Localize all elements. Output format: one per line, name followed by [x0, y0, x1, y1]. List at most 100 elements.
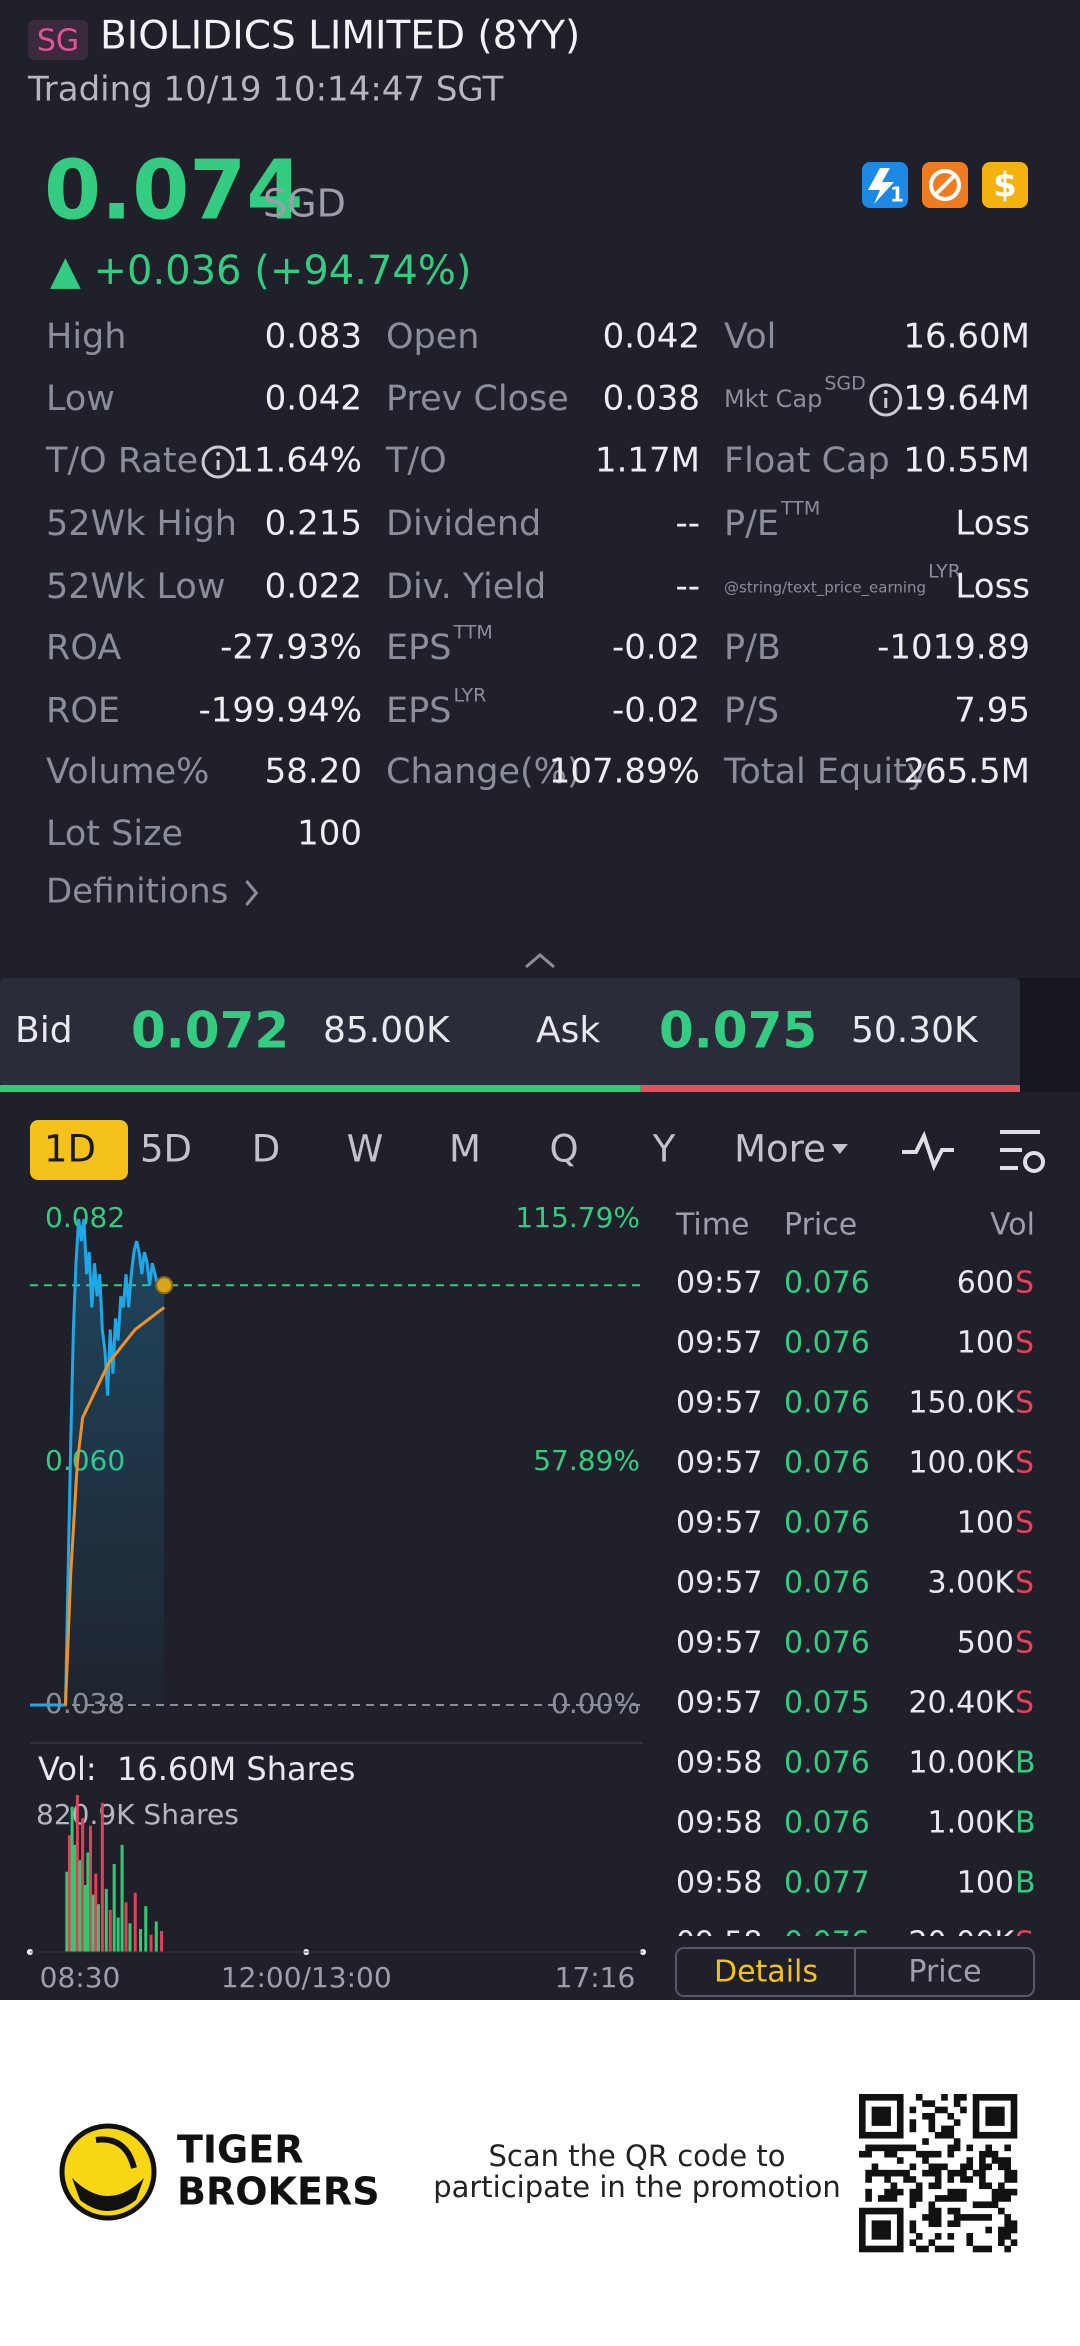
average-line: [64, 1306, 166, 1706]
qr-module: [928, 2150, 936, 2158]
qr-module: [890, 2144, 898, 2152]
qr-module: [1004, 2195, 1011, 2202]
tiger-logo-stripes: [72, 2178, 144, 2211]
period-tab[interactable]: Q: [549, 1128, 578, 1171]
stat-label: Prev Close: [386, 379, 569, 419]
qr-module: [884, 2245, 891, 2253]
toggle-option[interactable]: Details: [714, 1955, 818, 1990]
trade-volume: 150.0K: [908, 1386, 1015, 1421]
stat-label: P/S: [724, 691, 779, 731]
qr-module: [985, 2112, 993, 2120]
qr-module: [859, 2112, 866, 2120]
period-tab[interactable]: W: [347, 1128, 384, 1171]
qr-module: [953, 2138, 961, 2145]
qr-module: [998, 2207, 1005, 2215]
stat-value: --: [675, 504, 700, 544]
settings-gear: [1023, 1151, 1045, 1173]
qr-module: [928, 2220, 936, 2228]
trade-price: 0.076: [784, 1806, 870, 1841]
volume-bar: [86, 1852, 90, 1952]
qr-module: [953, 2119, 961, 2126]
flash-glyph: [868, 168, 894, 204]
trade-volume: 10.00K: [908, 1746, 1015, 1781]
info-icon-dot: [216, 452, 221, 456]
qr-module: [947, 2150, 955, 2158]
definitions-link[interactable]: Definitions: [46, 872, 228, 912]
ask-label: Ask: [536, 1010, 600, 1051]
qr-module: [979, 2245, 986, 2253]
qr-module: [972, 2119, 980, 2126]
qr-module: [1010, 2131, 1018, 2139]
qr-module: [909, 2106, 917, 2114]
bid-ask-panel: [0, 978, 1020, 1086]
stat-label: EPS: [386, 691, 451, 731]
settings-icon[interactable]: [1000, 1130, 1045, 1173]
stat-label: Volume%: [46, 752, 209, 792]
trade-rows: 09:57 0.076 600 S09:57 0.076 100 S09:57 0.076 15…: [676, 1266, 1036, 1961]
qr-module: [953, 2220, 961, 2228]
qr-module: [1010, 2220, 1018, 2228]
stat-value: Loss: [955, 504, 1030, 544]
period-tab[interactable]: 1D: [44, 1128, 96, 1171]
indicator-icon[interactable]: [902, 1130, 954, 1172]
qr-module: [884, 2106, 891, 2114]
period-tab[interactable]: 5D: [140, 1128, 192, 1171]
stat-label: 52Wk Low: [46, 567, 225, 607]
qr-module: [928, 2112, 936, 2120]
toggle-option[interactable]: Price: [908, 1955, 981, 1990]
stat-value: 58.20: [265, 752, 362, 792]
qr-module: [877, 2144, 885, 2152]
qr-module: [915, 2245, 923, 2253]
brand-line: BROKERS: [177, 2170, 380, 2214]
volume-bar: [75, 1795, 79, 1952]
qr-module: [991, 2119, 999, 2126]
qr-module: [884, 2094, 891, 2101]
qr-module: [947, 2176, 955, 2183]
trade-time: 09:58: [676, 1926, 762, 1961]
qr-module: [890, 2188, 898, 2196]
volume-bar: [81, 1818, 85, 1952]
info-icon-dot: [883, 390, 888, 394]
volume-bar: [100, 1802, 104, 1952]
qr-module: [859, 2239, 866, 2246]
stat-value: 0.042: [265, 379, 362, 419]
stat-label: Div. Yield: [386, 567, 546, 607]
qr-module: [966, 2163, 974, 2171]
trade-price: 0.076: [784, 1926, 870, 1961]
qr-module: [934, 2169, 942, 2177]
qr-module: [859, 2220, 866, 2228]
period-tab[interactable]: More: [734, 1128, 826, 1171]
qr-module: [1004, 2131, 1011, 2139]
swap-glyph: [929, 169, 961, 201]
qr-module: [998, 2119, 1005, 2126]
stat-label: T/O: [385, 441, 447, 481]
period-tab[interactable]: D: [252, 1128, 281, 1171]
stat-value: 107.89%: [549, 752, 700, 792]
volume-bar: [144, 1906, 148, 1952]
qr-module: [953, 2144, 961, 2152]
qr-module: [998, 2106, 1005, 2114]
qr-module: [909, 2201, 917, 2209]
qr-module: [998, 2163, 1005, 2171]
period-tab[interactable]: Y: [652, 1128, 676, 1171]
qr-module: [1004, 2233, 1011, 2240]
stat-label-sup: SGD: [824, 373, 865, 395]
qr-module: [1010, 2112, 1018, 2120]
qr-module: [947, 2125, 955, 2133]
trading-status: Trading 10/19 10:14:47 SGT: [27, 70, 504, 110]
qr-module: [960, 2094, 967, 2101]
qr-module: [859, 2106, 866, 2114]
trade-price: 0.076: [784, 1506, 870, 1541]
qr-module: [947, 2169, 955, 2177]
qr-module: [966, 2239, 974, 2246]
period-tab[interactable]: M: [449, 1128, 481, 1171]
qr-module: [896, 2245, 904, 2253]
qr-module: [859, 2226, 866, 2234]
qr-module: [859, 2150, 866, 2158]
collapse-chevron[interactable]: [525, 953, 555, 969]
trade-side: S: [1015, 1266, 1034, 1301]
trade-volume: 3.00K: [928, 1566, 1016, 1601]
qr-module: [884, 2112, 891, 2120]
volume-bar: [83, 1885, 87, 1952]
volume-bar: [94, 1873, 98, 1952]
